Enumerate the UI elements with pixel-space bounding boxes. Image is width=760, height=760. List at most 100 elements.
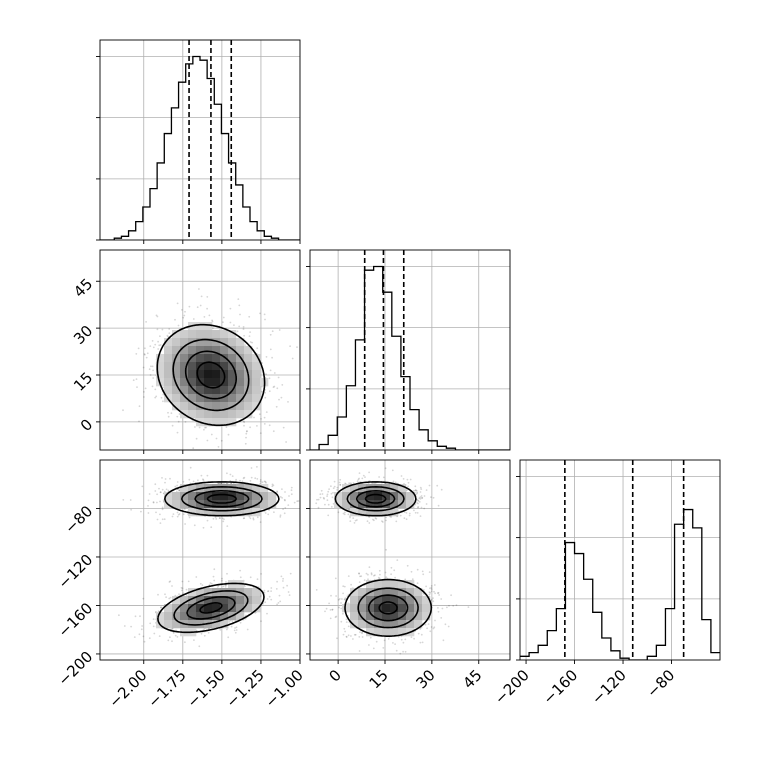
- density-cell: [156, 612, 165, 621]
- sample-point: [171, 515, 174, 518]
- density-cell: [252, 378, 261, 387]
- sample-point: [333, 485, 336, 488]
- sample-point: [164, 593, 166, 596]
- contour-line: [186, 490, 250, 620]
- sample-point: [276, 387, 279, 390]
- sample-point: [406, 478, 409, 481]
- sample-point: [244, 442, 247, 445]
- sample-point: [268, 390, 271, 393]
- sample-point: [157, 593, 159, 596]
- sample-point: [268, 424, 271, 427]
- sample-point: [244, 617, 247, 620]
- density-cell: [244, 604, 253, 613]
- sample-point: [359, 575, 361, 578]
- sample-point: [358, 477, 360, 480]
- sample-point: [203, 316, 206, 318]
- sample-point: [158, 635, 161, 637]
- density-cell: [204, 500, 213, 509]
- sample-point: [143, 391, 145, 393]
- density-cell: [252, 370, 261, 379]
- contour-line: [156, 323, 266, 427]
- density-cell: [172, 620, 181, 629]
- sample-point: [419, 486, 422, 489]
- sample-point: [265, 411, 268, 413]
- sample-point: [171, 424, 174, 427]
- sample-point: [238, 304, 241, 307]
- sample-point: [239, 576, 242, 579]
- sample-point: [161, 518, 164, 521]
- sample-point: [156, 315, 159, 318]
- sample-point: [206, 519, 209, 522]
- density-cell: [180, 338, 189, 347]
- density-cell: [228, 394, 237, 403]
- sample-point: [358, 581, 361, 583]
- sample-point: [156, 518, 159, 521]
- sample-point: [195, 437, 198, 440]
- sample-point: [192, 480, 195, 483]
- sample-point: [417, 500, 420, 502]
- sample-point: [289, 345, 291, 348]
- sample-point: [428, 484, 431, 487]
- density-cell: [196, 394, 205, 403]
- sample-point: [198, 426, 201, 429]
- sample-point: [344, 511, 346, 514]
- sample-point: [434, 592, 436, 595]
- sample-point: [361, 631, 363, 634]
- sample-point: [417, 502, 419, 505]
- sample-point: [256, 516, 259, 519]
- density-cell: [180, 596, 189, 605]
- sample-point: [264, 318, 266, 321]
- histogram-panel-2: [520, 460, 720, 660]
- sample-point: [345, 636, 348, 638]
- sample-point: [171, 640, 173, 643]
- sample-point: [419, 496, 422, 498]
- sample-point: [159, 500, 161, 503]
- sample-point: [334, 577, 337, 580]
- sample-point: [248, 315, 251, 318]
- sample-point: [142, 597, 145, 600]
- sample-point: [440, 617, 443, 619]
- sample-point: [433, 584, 436, 586]
- sample-point: [162, 393, 165, 396]
- sample-point: [261, 481, 264, 484]
- density-cell: [220, 418, 229, 427]
- sample-point: [267, 590, 269, 593]
- sample-point: [279, 514, 282, 517]
- density-cell: [196, 346, 205, 355]
- sample-point: [322, 496, 325, 499]
- sample-point: [152, 377, 155, 379]
- sample-point: [202, 479, 205, 482]
- density-panel-0-1: [100, 250, 300, 450]
- sample-point: [381, 520, 383, 522]
- sample-point: [420, 488, 423, 490]
- sample-point: [346, 508, 348, 511]
- density-cell: [244, 410, 253, 419]
- density-cell: [212, 370, 221, 379]
- sample-point: [140, 628, 143, 631]
- density-cell: [164, 620, 173, 629]
- sample-point: [349, 520, 352, 522]
- sample-point: [183, 314, 186, 317]
- sample-point: [326, 495, 328, 497]
- density-cell: [172, 346, 181, 355]
- sample-point: [336, 486, 339, 489]
- sample-point: [193, 639, 195, 641]
- contour-line: [157, 481, 280, 634]
- sample-point: [243, 421, 246, 424]
- sample-point: [188, 305, 191, 308]
- sample-point: [222, 316, 225, 319]
- sample-point: [156, 328, 159, 331]
- sample-point: [417, 506, 420, 508]
- sample-point: [337, 511, 340, 514]
- density-cell: [252, 354, 261, 363]
- density-cell: [172, 370, 181, 379]
- sample-point: [269, 333, 272, 336]
- sample-point: [271, 485, 274, 488]
- sample-point: [273, 511, 275, 514]
- sample-point: [289, 572, 292, 575]
- density-cell: [188, 394, 197, 403]
- density-cell: [204, 386, 213, 395]
- density-cell: [204, 322, 213, 331]
- sample-point: [385, 516, 387, 519]
- sample-point: [193, 524, 196, 527]
